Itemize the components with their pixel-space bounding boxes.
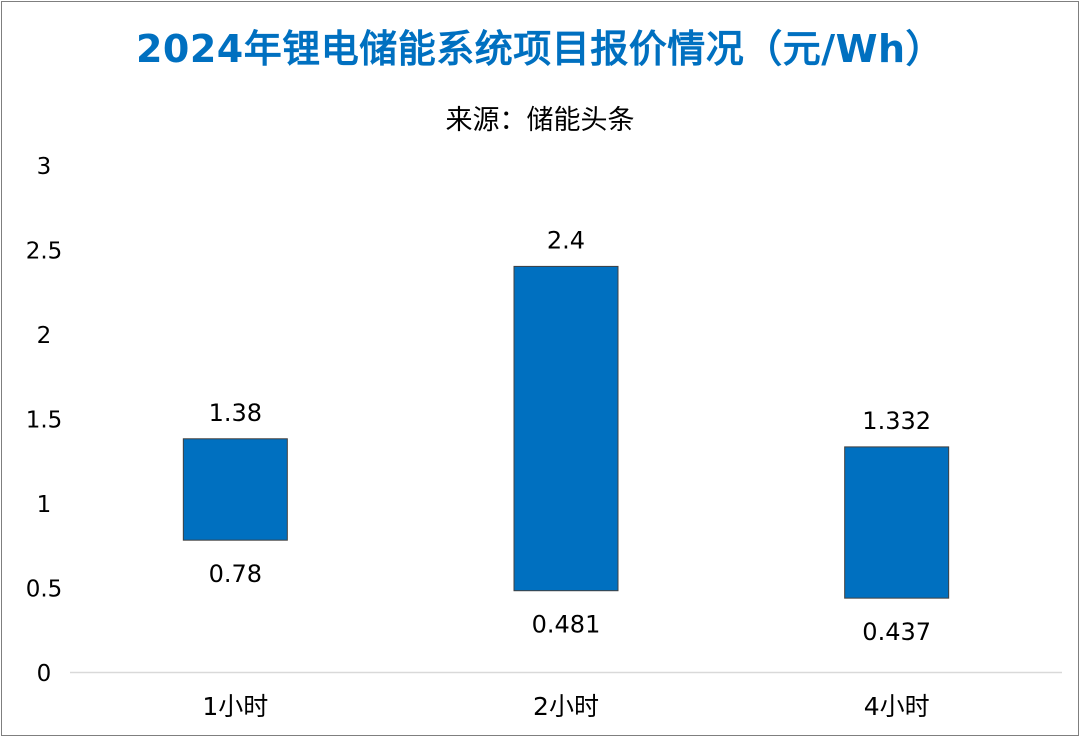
chart-title: 2024年锂电储能系统项目报价情况（元/Wh） — [135, 27, 945, 71]
bar-high-label: 1.38 — [209, 399, 262, 427]
bars-group — [182, 265, 950, 599]
bar-low-label: 0.78 — [209, 560, 262, 588]
bar-low-label: 0.481 — [532, 611, 601, 639]
y-tick-label: 2.5 — [26, 239, 63, 265]
x-tick-label: 2小时 — [533, 692, 599, 721]
bar-2 — [513, 265, 619, 592]
y-tick-label: 0.5 — [26, 577, 63, 603]
bar-high-label: 1.332 — [862, 407, 931, 435]
y-tick-label: 1.5 — [26, 408, 63, 434]
bar-high-label: 2.4 — [547, 226, 585, 254]
x-tick-label: 1小时 — [202, 692, 268, 721]
bar-3 — [844, 446, 950, 599]
x-axis: 1小时 2小时 4小时 — [202, 692, 929, 721]
data-labels-group: 1.38 0.78 2.4 0.481 1.332 0.437 — [209, 226, 931, 646]
y-tick-label: 1 — [37, 492, 52, 518]
y-axis: 0 0.5 1 1.5 2 2.5 3 — [26, 154, 63, 687]
x-tick-label: 4小时 — [864, 692, 930, 721]
y-tick-label: 3 — [37, 154, 52, 180]
chart-subtitle: 来源：储能头条 — [445, 105, 635, 136]
bar-1 — [182, 438, 288, 541]
y-tick-label: 2 — [37, 323, 52, 349]
bar-low-label: 0.437 — [862, 618, 931, 646]
y-tick-label: 0 — [37, 661, 52, 687]
